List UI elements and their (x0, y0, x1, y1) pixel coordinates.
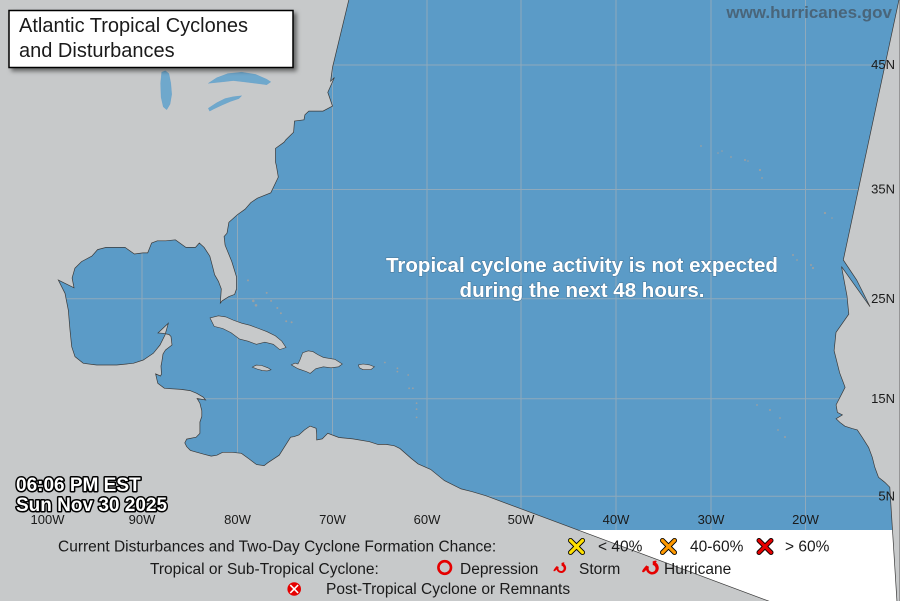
svg-text:5N: 5N (878, 488, 895, 503)
svg-text:Current Disturbances and Two-D: Current Disturbances and Two-Day Cyclone… (58, 539, 496, 556)
svg-text:during the next 48 hours.: during the next 48 hours. (460, 279, 705, 302)
svg-text:30W: 30W (698, 512, 725, 527)
svg-text:Storm: Storm (579, 561, 620, 578)
svg-text:35N: 35N (871, 182, 895, 197)
svg-text:www.hurricanes.gov: www.hurricanes.gov (725, 3, 892, 22)
svg-text:70W: 70W (319, 512, 346, 527)
svg-text:Hurricane: Hurricane (664, 561, 731, 578)
svg-text:90W: 90W (129, 512, 156, 527)
svg-text:Depression: Depression (460, 561, 538, 578)
svg-text:< 40%: < 40% (598, 539, 643, 556)
svg-text:40W: 40W (603, 512, 630, 527)
svg-text:Atlantic Tropical Cyclones: Atlantic Tropical Cyclones (19, 15, 248, 37)
svg-text:06:06 PM EST: 06:06 PM EST (16, 475, 141, 496)
svg-text:Post-Tropical Cyclone or Remna: Post-Tropical Cyclone or Remnants (326, 581, 570, 598)
svg-text:25N: 25N (871, 291, 895, 306)
svg-text:45N: 45N (871, 57, 895, 72)
svg-text:Tropical cyclone activity is n: Tropical cyclone activity is not expecte… (386, 254, 778, 277)
svg-text:50W: 50W (508, 512, 535, 527)
svg-text:20W: 20W (792, 512, 819, 527)
svg-text:Tropical or Sub-Tropical Cyclo: Tropical or Sub-Tropical Cyclone: (150, 561, 379, 578)
svg-text:and Disturbances: and Disturbances (19, 40, 175, 62)
svg-text:15N: 15N (871, 391, 895, 406)
svg-text:> 60%: > 60% (785, 539, 830, 556)
svg-text:80W: 80W (224, 512, 251, 527)
svg-text:60W: 60W (414, 512, 441, 527)
svg-text:40-60%: 40-60% (690, 539, 744, 556)
svg-text:100W: 100W (31, 512, 66, 527)
